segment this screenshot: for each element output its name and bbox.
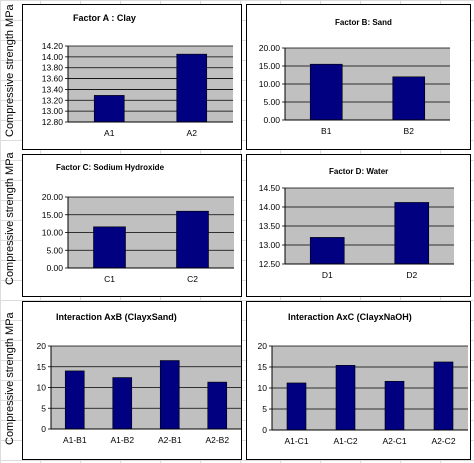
y-tick-label: 14.20 xyxy=(42,41,64,51)
x-tick-label: A1-B2 xyxy=(110,435,134,445)
bar-a2-b1 xyxy=(159,360,180,430)
y-axis-label-row-3: Compressive strength MPa xyxy=(4,312,16,445)
x-tick-label: A1-C2 xyxy=(333,436,357,446)
y-tick-label: 20.00 xyxy=(259,43,281,53)
bar-a2-b2 xyxy=(207,381,228,430)
y-tick-label: 10 xyxy=(258,383,268,393)
bar-a1-b1 xyxy=(64,370,85,430)
bar-a2-c1 xyxy=(384,380,405,431)
y-tick-label: 13.00 xyxy=(259,240,281,250)
chart-title: Factor C: Sodium Hydroxide xyxy=(56,163,165,172)
chart-title: Factor A : Clay xyxy=(73,13,136,23)
x-tick-label: A1-B1 xyxy=(63,435,87,445)
y-tick-label: 15.00 xyxy=(259,61,281,71)
x-tick-label: A2-C1 xyxy=(382,436,406,446)
x-tick-label: C1 xyxy=(104,274,115,284)
chart-panel-factor-d: Factor D: Water 14.50 14.00 13.50 13.00 12.5… xyxy=(246,154,471,297)
y-tick-label: 5.00 xyxy=(46,245,63,255)
x-tick-label: C2 xyxy=(187,274,198,284)
chart-title: Interaction AxB (ClayxSand) xyxy=(56,312,177,322)
y-tick-label: 5 xyxy=(41,403,46,413)
bar-c1 xyxy=(93,226,126,269)
x-tick-label: A1-C1 xyxy=(284,436,308,446)
y-tick-label: 12.80 xyxy=(42,117,64,127)
y-tick-label: 5.00 xyxy=(263,97,280,107)
x-tick-label: B2 xyxy=(404,126,415,136)
y-tick-label: 12.50 xyxy=(259,259,281,269)
x-tick-label: D1 xyxy=(322,270,333,280)
y-axis-label-row-2: Compressive strength MPa xyxy=(4,152,16,285)
y-axis-label-row-1: Compressive strength MPa xyxy=(4,4,16,137)
bar-a1 xyxy=(93,95,125,123)
chart-plot: 20 15 10 5 0 A1-C1 A1-C2 A2-C1 A2-C2 xyxy=(258,341,468,446)
bar-a2-c2 xyxy=(433,361,454,431)
y-tick-label: 15.00 xyxy=(42,210,64,220)
y-tick-label: 13.60 xyxy=(42,74,64,84)
y-tick-label: 13.40 xyxy=(42,84,64,94)
chart-panel-factor-b: Factor B: Sand 20.00 15.00 10.00 5.00 0.00 B1… xyxy=(246,4,471,150)
y-tick-label: 5 xyxy=(262,404,267,414)
bar-d1 xyxy=(309,237,345,265)
x-tick-label: B1 xyxy=(321,126,332,136)
x-tick-label: A2-B2 xyxy=(205,435,229,445)
bar-a1-b2 xyxy=(112,377,133,430)
plot-area xyxy=(68,46,233,122)
y-tick-label: 15 xyxy=(37,362,47,372)
x-tick-label: A1 xyxy=(104,128,115,138)
x-tick-label: D2 xyxy=(406,270,417,280)
chart-plot: 14.50 14.00 13.50 13.00 12.50 D1 D2 xyxy=(259,183,454,280)
y-tick-label: 20 xyxy=(37,341,47,351)
y-tick-label: 0.00 xyxy=(46,263,63,273)
bar-d2 xyxy=(394,202,430,265)
bar-b1 xyxy=(309,63,343,121)
chart-title: Interaction AxC (ClayxNaOH) xyxy=(288,312,412,322)
y-tick-label: 10.00 xyxy=(259,79,281,89)
chart-panel-interaction-axb: Interaction AxB (ClayxSand) 20 15 10 5 0 A1-B… xyxy=(22,301,242,460)
chart-plot: 20.00 15.00 10.00 5.00 0.00 B1 B2 xyxy=(259,43,450,136)
y-tick-label: 14.00 xyxy=(42,52,64,62)
chart-title: Factor B: Sand xyxy=(335,18,392,27)
y-tick-label: 13.20 xyxy=(42,95,64,105)
y-tick-label: 14.00 xyxy=(259,202,281,212)
y-tick-label: 13.00 xyxy=(42,106,64,116)
y-tick-label: 13.80 xyxy=(42,63,64,73)
y-tick-label: 10.00 xyxy=(42,228,64,238)
chart-plot: 20 15 10 5 0 A1-B1 A1-B2 A2-B1 A2-B2 xyxy=(37,341,241,445)
chart-plot: 14.2014.0013.8013.6013.4013.2013.0012.80… xyxy=(42,41,233,138)
y-tick-label: 15 xyxy=(258,362,268,372)
x-tick-label: A2-C2 xyxy=(431,436,455,446)
chart-panel-factor-a: Factor A : Clay 14.20 14.00 13.80 13.60 13.4… xyxy=(22,4,242,150)
bar-c2 xyxy=(176,210,209,269)
chart-panel-factor-c: Factor C: Sodium Hydroxide 20.00 15.00 10.… xyxy=(22,154,242,297)
bar-a1-c1 xyxy=(286,382,307,431)
x-tick-label: A2 xyxy=(187,128,198,138)
chart-title: Factor D: Water xyxy=(329,167,389,176)
x-tick-label: A2-B1 xyxy=(158,435,182,445)
y-tick-label: 13.50 xyxy=(259,221,281,231)
y-tick-label: 0.00 xyxy=(263,115,280,125)
y-tick-label: 20.00 xyxy=(42,192,64,202)
bar-a2 xyxy=(176,53,208,123)
bar-a1-c2 xyxy=(335,365,356,431)
y-tick-label: 14.50 xyxy=(259,183,281,193)
chart-panel-interaction-axc: Interaction AxC (ClayxNaOH) 20 15 10 5 0 A1-C… xyxy=(246,301,471,460)
chart-plot: 20.00 15.00 10.00 5.00 0.00 C1 C2 xyxy=(42,192,234,284)
y-tick-label: 20 xyxy=(258,341,268,351)
y-tick-label: 10 xyxy=(37,383,47,393)
y-tick-label: 0 xyxy=(262,425,267,435)
bar-b2 xyxy=(392,76,426,121)
y-tick-label: 0 xyxy=(41,424,46,434)
